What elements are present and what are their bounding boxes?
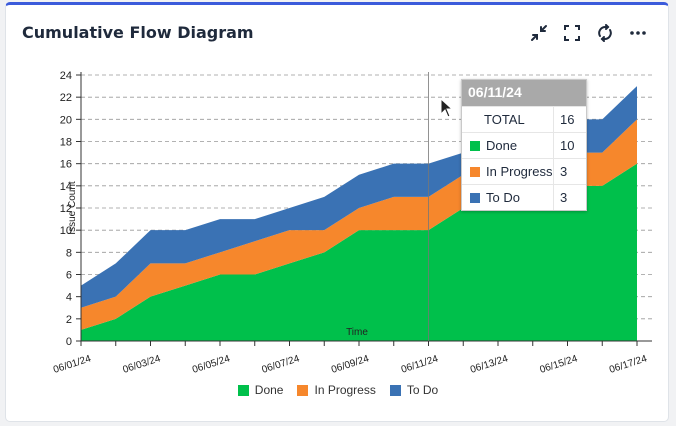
tooltip-value: 3 xyxy=(553,159,586,184)
y-tick-label: 12 xyxy=(60,203,72,215)
card-title: Cumulative Flow Diagram xyxy=(22,23,254,42)
card-actions xyxy=(529,23,648,43)
x-tick-label: 06/01/24 xyxy=(52,353,93,376)
y-tick-label: 0 xyxy=(66,336,72,348)
tooltip-label: To Do xyxy=(486,190,520,205)
tooltip-value: 10 xyxy=(553,133,586,158)
collapse-icon[interactable] xyxy=(529,23,549,43)
tooltip-row-in-progress: In Progress 3 xyxy=(462,158,586,184)
y-tick-label: 24 xyxy=(60,70,72,82)
chart-legend: Done In Progress To Do xyxy=(0,383,676,397)
tooltip-row-to-do: To Do 3 xyxy=(462,184,586,210)
to-do-swatch xyxy=(470,192,480,203)
x-axis-title: Time xyxy=(346,327,368,338)
tooltip-label: TOTAL xyxy=(484,112,525,127)
x-tick-label: 06/03/24 xyxy=(122,353,163,376)
y-tick-label: 2 xyxy=(66,314,72,326)
area-in-progress xyxy=(81,119,637,330)
tooltip: 06/11/24 TOTAL 16 Done 10 In Progress 3 … xyxy=(461,79,587,211)
y-tick-label: 8 xyxy=(66,247,72,259)
more-icon[interactable] xyxy=(628,23,648,43)
fullscreen-icon[interactable] xyxy=(562,23,582,43)
y-axis-title: Issue Count xyxy=(67,181,78,235)
in-progress-swatch xyxy=(470,166,480,177)
mouse-cursor-icon xyxy=(440,98,454,118)
legend-label: Done xyxy=(254,383,284,397)
tooltip-label: In Progress xyxy=(486,164,553,179)
done-swatch xyxy=(470,140,480,151)
y-tick-label: 10 xyxy=(60,225,72,237)
y-tick-label: 16 xyxy=(60,159,72,171)
legend-swatch xyxy=(237,384,249,396)
y-tick-label: 6 xyxy=(66,270,72,282)
tooltip-date: 06/11/24 xyxy=(462,80,586,106)
legend-item-done[interactable]: Done xyxy=(237,383,284,397)
tooltip-value: 3 xyxy=(553,185,586,210)
x-tick-label: 06/05/24 xyxy=(191,353,232,376)
tooltip-row-total: TOTAL 16 xyxy=(462,106,586,132)
y-tick-label: 4 xyxy=(66,292,72,304)
refresh-icon[interactable] xyxy=(595,23,615,43)
x-tick-label: 06/13/24 xyxy=(469,353,510,376)
legend-swatch xyxy=(389,384,401,396)
tooltip-row-done: Done 10 xyxy=(462,132,586,158)
legend-item-to-do[interactable]: To Do xyxy=(389,383,439,397)
x-tick-label: 06/17/24 xyxy=(608,353,649,376)
y-tick-label: 14 xyxy=(60,181,72,193)
y-tick-label: 22 xyxy=(60,92,72,104)
x-tick-label: 06/07/24 xyxy=(261,353,302,376)
legend-item-in-progress[interactable]: In Progress xyxy=(297,383,376,397)
x-tick-label: 06/11/24 xyxy=(400,353,440,375)
y-tick-label: 18 xyxy=(60,137,72,149)
legend-swatch xyxy=(297,384,309,396)
x-tick-label: 06/09/24 xyxy=(330,353,371,376)
y-tick-label: 20 xyxy=(60,114,72,126)
tooltip-label: Done xyxy=(486,138,518,153)
chart-axes xyxy=(76,72,652,346)
area-to-do xyxy=(81,86,637,308)
legend-label: In Progress xyxy=(314,383,376,397)
tooltip-value: 16 xyxy=(553,107,586,132)
x-tick-label: 06/15/24 xyxy=(539,353,580,376)
legend-label: To Do xyxy=(406,383,439,397)
